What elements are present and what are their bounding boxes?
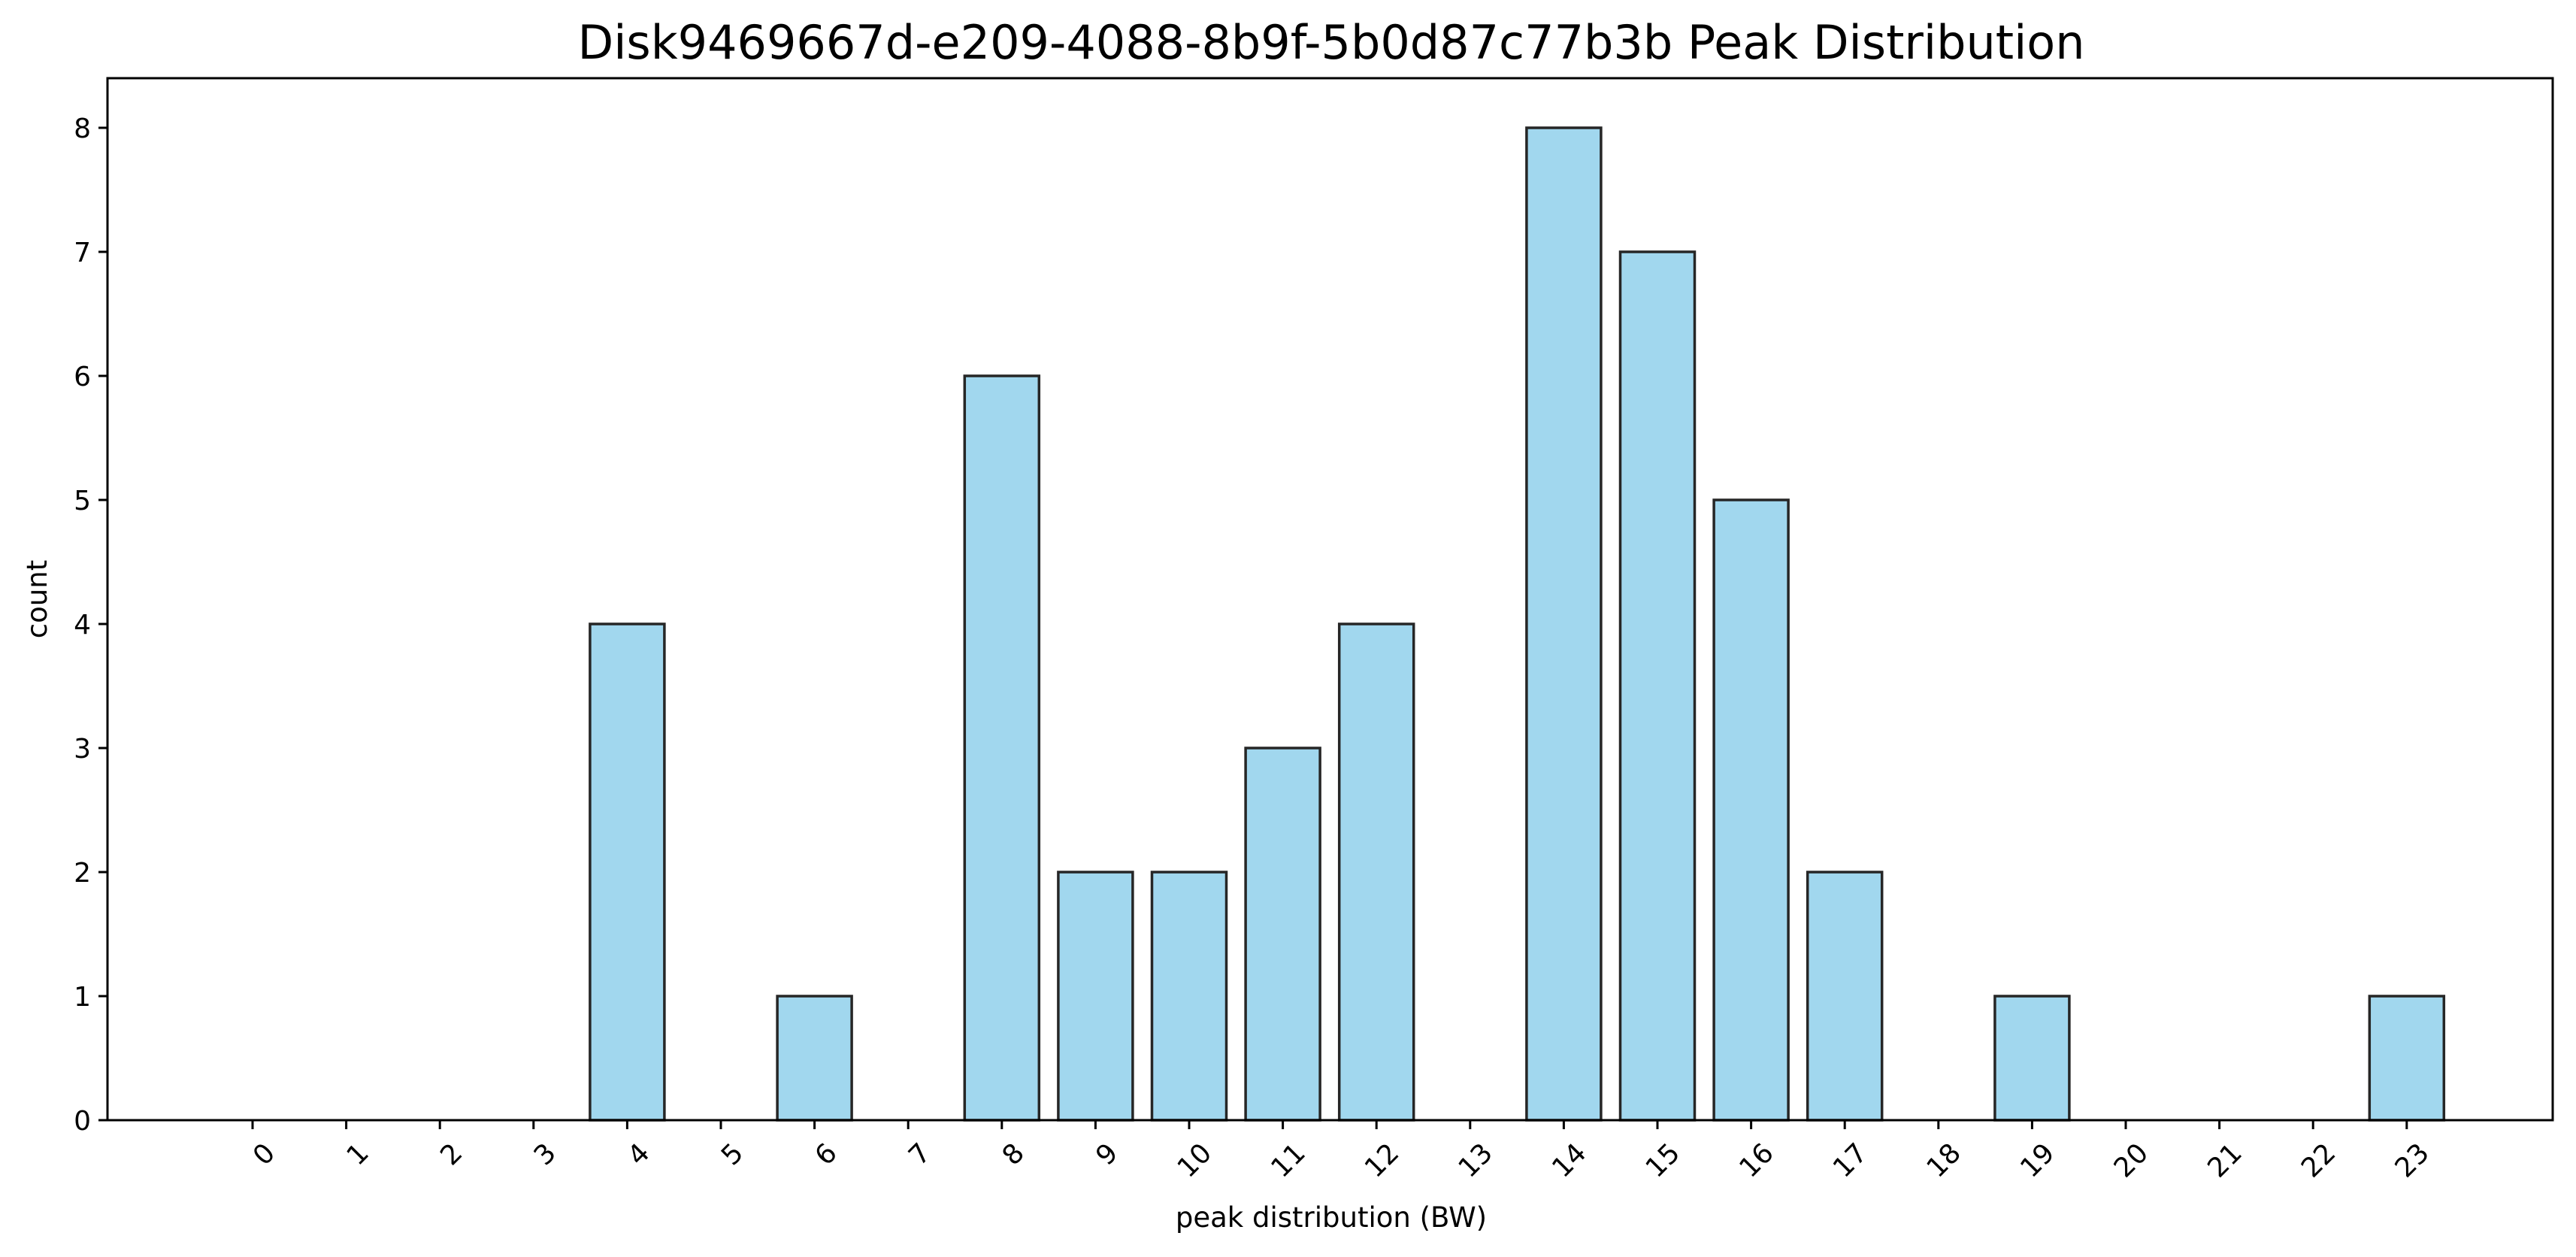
y-tick-label-8: 8	[74, 114, 91, 144]
x-axis: 0 1 2 3 4 5 6 7 8 9 10 11 12 13 14 15 16 17 18 19 20 21 22 23	[247, 1120, 2435, 1184]
y-tick-label-3: 3	[74, 734, 91, 765]
x-tick-label-9: 9	[1090, 1137, 1124, 1171]
x-tick-label-7: 7	[903, 1137, 937, 1171]
y-tick-label-5: 5	[74, 486, 91, 516]
y-axis-label: count	[21, 560, 53, 638]
x-tick-label-16: 16	[1733, 1137, 1779, 1183]
bar-6	[776, 995, 853, 1122]
x-axis-label: peak distribution (BW)	[1176, 1201, 1487, 1234]
x-tick-label-5: 5	[716, 1137, 749, 1171]
x-tick-label-10: 10	[1172, 1137, 1218, 1183]
y-tick-label-4: 4	[74, 610, 91, 641]
bar-14	[1525, 126, 1603, 1122]
bar-4	[589, 622, 666, 1122]
plot-frame	[106, 77, 2554, 1122]
x-tick-label-2: 2	[434, 1137, 468, 1171]
bar-15	[1618, 250, 1697, 1122]
bar-8	[963, 374, 1041, 1122]
x-tick-label-19: 19	[2014, 1137, 2060, 1183]
bar-19	[1993, 995, 2071, 1122]
x-tick-label-3: 3	[528, 1137, 562, 1171]
x-tick-label-21: 21	[2202, 1137, 2248, 1183]
bar-11	[1244, 747, 1321, 1122]
x-tick-label-11: 11	[1265, 1137, 1311, 1183]
x-tick-label-13: 13	[1453, 1137, 1499, 1183]
x-tick-label-18: 18	[1921, 1137, 1967, 1183]
x-tick-label-6: 6	[810, 1137, 843, 1171]
x-tick-label-23: 23	[2390, 1137, 2435, 1183]
y-tick-label-6: 6	[74, 362, 91, 392]
chart-title: Disk9469667d-e209-4088-8b9f-5b0d87c77b3b…	[577, 15, 2084, 70]
y-tick-label-1: 1	[74, 982, 91, 1013]
x-tick-label-15: 15	[1640, 1137, 1686, 1183]
x-tick-label-1: 1	[341, 1137, 375, 1171]
bar-17	[1806, 871, 1884, 1122]
x-tick-label-22: 22	[2296, 1137, 2341, 1183]
bar-12	[1337, 622, 1415, 1122]
x-tick-label-12: 12	[1359, 1137, 1405, 1183]
x-tick-label-0: 0	[247, 1137, 281, 1171]
x-tick-label-20: 20	[2108, 1137, 2154, 1183]
bar-10	[1150, 871, 1228, 1122]
y-tick-label-7: 7	[74, 238, 91, 268]
bar-9	[1057, 871, 1134, 1122]
x-tick-label-17: 17	[1827, 1137, 1873, 1183]
bars-group	[589, 126, 2446, 1122]
x-tick-label-14: 14	[1546, 1137, 1592, 1183]
y-tick-label-2: 2	[74, 858, 91, 889]
bar-23	[2368, 995, 2446, 1122]
bar-16	[1712, 498, 1790, 1122]
x-tick-label-8: 8	[997, 1137, 1031, 1171]
x-tick-label-4: 4	[622, 1137, 655, 1171]
y-axis: 0 1 2 3 4 5 6 7 8	[74, 114, 107, 1137]
y-tick-label-0: 0	[74, 1106, 91, 1137]
